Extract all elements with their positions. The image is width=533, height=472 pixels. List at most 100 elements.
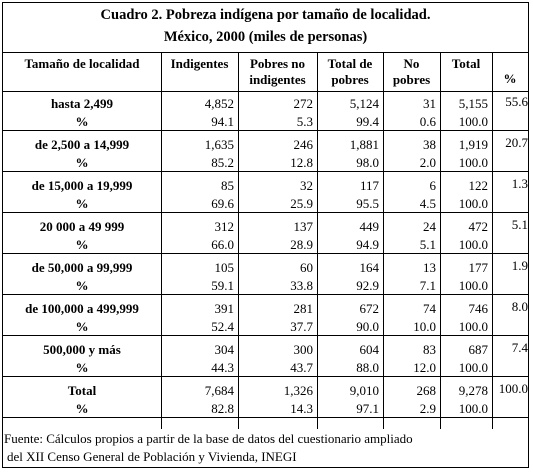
row-label: de 2,500 a 14,999 — [34, 137, 130, 152]
table-cell-percent: 100.0 — [458, 196, 488, 211]
table-cell-percent: 52.4 — [211, 319, 234, 334]
table-cell-percent: 94.1 — [211, 114, 234, 129]
row-percent-label: % — [75, 196, 89, 211]
table-cell-value: 472 — [468, 219, 489, 234]
header-tamano: Tamaño de localidad — [24, 56, 140, 71]
table-cell-share: 5.1 — [511, 217, 528, 232]
table-cell-value: 85 — [221, 178, 234, 193]
table-cell-value: 1,881 — [349, 137, 379, 152]
table-cell-percent: 14.3 — [290, 401, 313, 416]
table-cell-value: 7,684 — [204, 383, 234, 398]
header-top-rule — [3, 52, 528, 53]
column-divider — [440, 52, 441, 429]
column-divider — [161, 52, 162, 429]
header-total-pobres-1: Total de — [327, 56, 373, 71]
source-note-line2: del XII Censo General de Población y Viv… — [7, 449, 297, 464]
row-percent-label: % — [75, 155, 89, 170]
row-label: de 50,000 a 99,999 — [31, 260, 133, 275]
table-cell-value: 1,635 — [204, 137, 234, 152]
row-label: hasta 2,499 — [50, 96, 114, 111]
row-percent-label: % — [75, 360, 89, 375]
row-label: 500,000 y más — [43, 342, 121, 357]
table-cell-value: 1,919 — [458, 137, 488, 152]
table-cell-value: 31 — [423, 96, 436, 111]
table-cell-percent: 2.0 — [419, 155, 436, 170]
table-cell-percent: 100.0 — [458, 155, 488, 170]
table-cell-value: 32 — [300, 178, 313, 193]
table-cell-value: 9,278 — [458, 383, 488, 398]
table-cell-percent: 98.0 — [356, 155, 379, 170]
table-cell-percent: 59.1 — [211, 278, 234, 293]
table-cell-value: 391 — [214, 301, 235, 316]
table-cell-value: 281 — [293, 301, 314, 316]
table-cell-percent: 92.9 — [356, 278, 379, 293]
table-subtitle: México, 2000 (miles de personas) — [163, 29, 368, 45]
row-label: 20 000 a 49 999 — [39, 219, 125, 234]
table-cell-value: 105 — [214, 260, 235, 275]
table-cell-percent: 25.9 — [290, 196, 313, 211]
row-divider — [3, 212, 528, 213]
table-cell-percent: 100.0 — [458, 360, 488, 375]
table-cell-percent: 100.0 — [458, 319, 488, 334]
table-frame: Cuadro 2. Pobreza indígena por tamaño de… — [2, 2, 529, 468]
table-cell-percent: 100.0 — [458, 401, 488, 416]
row-label: de 100,000 a 499,999 — [25, 301, 139, 316]
table-cell-value: 117 — [359, 178, 379, 193]
table-cell-value: 4,852 — [204, 96, 234, 111]
table-cell-percent: 2.9 — [419, 401, 436, 416]
table-cell-value: 6 — [429, 178, 437, 193]
table-cell-value: 246 — [293, 137, 314, 152]
table-cell-value: 687 — [468, 342, 489, 357]
header-no-pobres-1: No — [403, 56, 420, 71]
table-cell-value: 13 — [423, 260, 436, 275]
table-cell-value: 746 — [468, 301, 489, 316]
row-divider — [3, 253, 528, 254]
table-cell-percent: 12.8 — [290, 155, 313, 170]
table-cell-value: 137 — [293, 219, 314, 234]
table-cell-value: 312 — [214, 219, 235, 234]
row-label: de 15,000 a 19,999 — [31, 178, 133, 193]
table-cell-value: 272 — [293, 96, 314, 111]
table-cell-value: 74 — [423, 301, 436, 316]
table-cell-share: 20.7 — [505, 135, 528, 150]
row-divider — [3, 417, 528, 418]
table-cell-percent: 100.0 — [458, 237, 488, 252]
table-cell-value: 5,124 — [349, 96, 379, 111]
row-divider — [3, 171, 528, 172]
table-cell-percent: 5.1 — [419, 237, 436, 252]
table-cell-percent: 100.0 — [458, 114, 488, 129]
header-total: Total — [451, 56, 481, 71]
table-cell-value: 83 — [423, 342, 436, 357]
table-cell-percent: 66.0 — [211, 237, 234, 252]
table-cell-share: 1.3 — [511, 176, 528, 191]
table-cell-percent: 82.8 — [211, 401, 234, 416]
table-cell-percent: 94.9 — [356, 237, 379, 252]
table-cell-value: 164 — [359, 260, 380, 275]
table-cell-value: 177 — [468, 260, 489, 275]
table-cell-value: 60 — [300, 260, 313, 275]
column-divider — [317, 52, 318, 429]
table-cell-value: 672 — [359, 301, 380, 316]
table-cell-share: 100.0 — [498, 381, 528, 396]
table-cell-percent: 88.0 — [356, 360, 379, 375]
table-cell-percent: 100.0 — [458, 278, 488, 293]
row-label: Total — [67, 383, 97, 398]
table-cell-percent: 99.4 — [356, 114, 379, 129]
table-cell-percent: 95.5 — [356, 196, 379, 211]
column-divider — [383, 52, 384, 429]
table-cell-percent: 85.2 — [211, 155, 234, 170]
table-cell-percent: 90.0 — [356, 319, 379, 334]
table-cell-value: 604 — [359, 342, 380, 357]
header-indigentes: Indigentes — [170, 56, 229, 71]
header-pobres-no-2: indigentes — [249, 72, 306, 87]
table-cell-percent: 4.5 — [419, 196, 436, 211]
header-no-pobres-2: pobres — [392, 72, 431, 87]
table-cell-share: 8.0 — [511, 299, 528, 314]
row-percent-label: % — [75, 401, 89, 416]
table-cell-percent: 37.7 — [290, 319, 313, 334]
table-cell-value: 1,326 — [283, 383, 313, 398]
column-divider — [492, 52, 493, 429]
row-percent-label: % — [75, 237, 89, 252]
table-cell-percent: 12.0 — [413, 360, 436, 375]
table-cell-percent: 7.1 — [419, 278, 436, 293]
